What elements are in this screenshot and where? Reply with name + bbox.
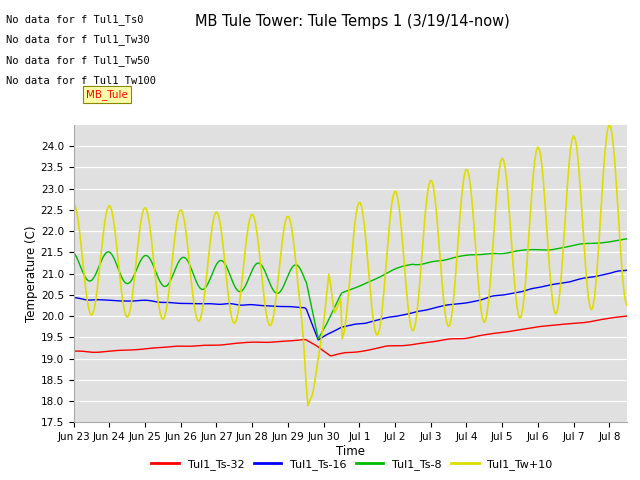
- Text: No data for f Tul1_Tw30: No data for f Tul1_Tw30: [6, 35, 150, 46]
- Text: No data for f Tul1_Tw100: No data for f Tul1_Tw100: [6, 75, 156, 86]
- Y-axis label: Temperature (C): Temperature (C): [25, 225, 38, 322]
- Text: MB Tule Tower: Tule Temps 1 (3/19/14-now): MB Tule Tower: Tule Temps 1 (3/19/14-now…: [195, 14, 509, 29]
- Legend: Tul1_Ts-32, Tul1_Ts-16, Tul1_Ts-8, Tul1_Tw+10: Tul1_Ts-32, Tul1_Ts-16, Tul1_Ts-8, Tul1_…: [147, 455, 557, 474]
- X-axis label: Time: Time: [336, 445, 365, 458]
- Text: No data for f Tul1_Ts0: No data for f Tul1_Ts0: [6, 14, 144, 25]
- Text: No data for f Tul1_Tw50: No data for f Tul1_Tw50: [6, 55, 150, 66]
- Text: MB_Tule: MB_Tule: [86, 89, 128, 100]
